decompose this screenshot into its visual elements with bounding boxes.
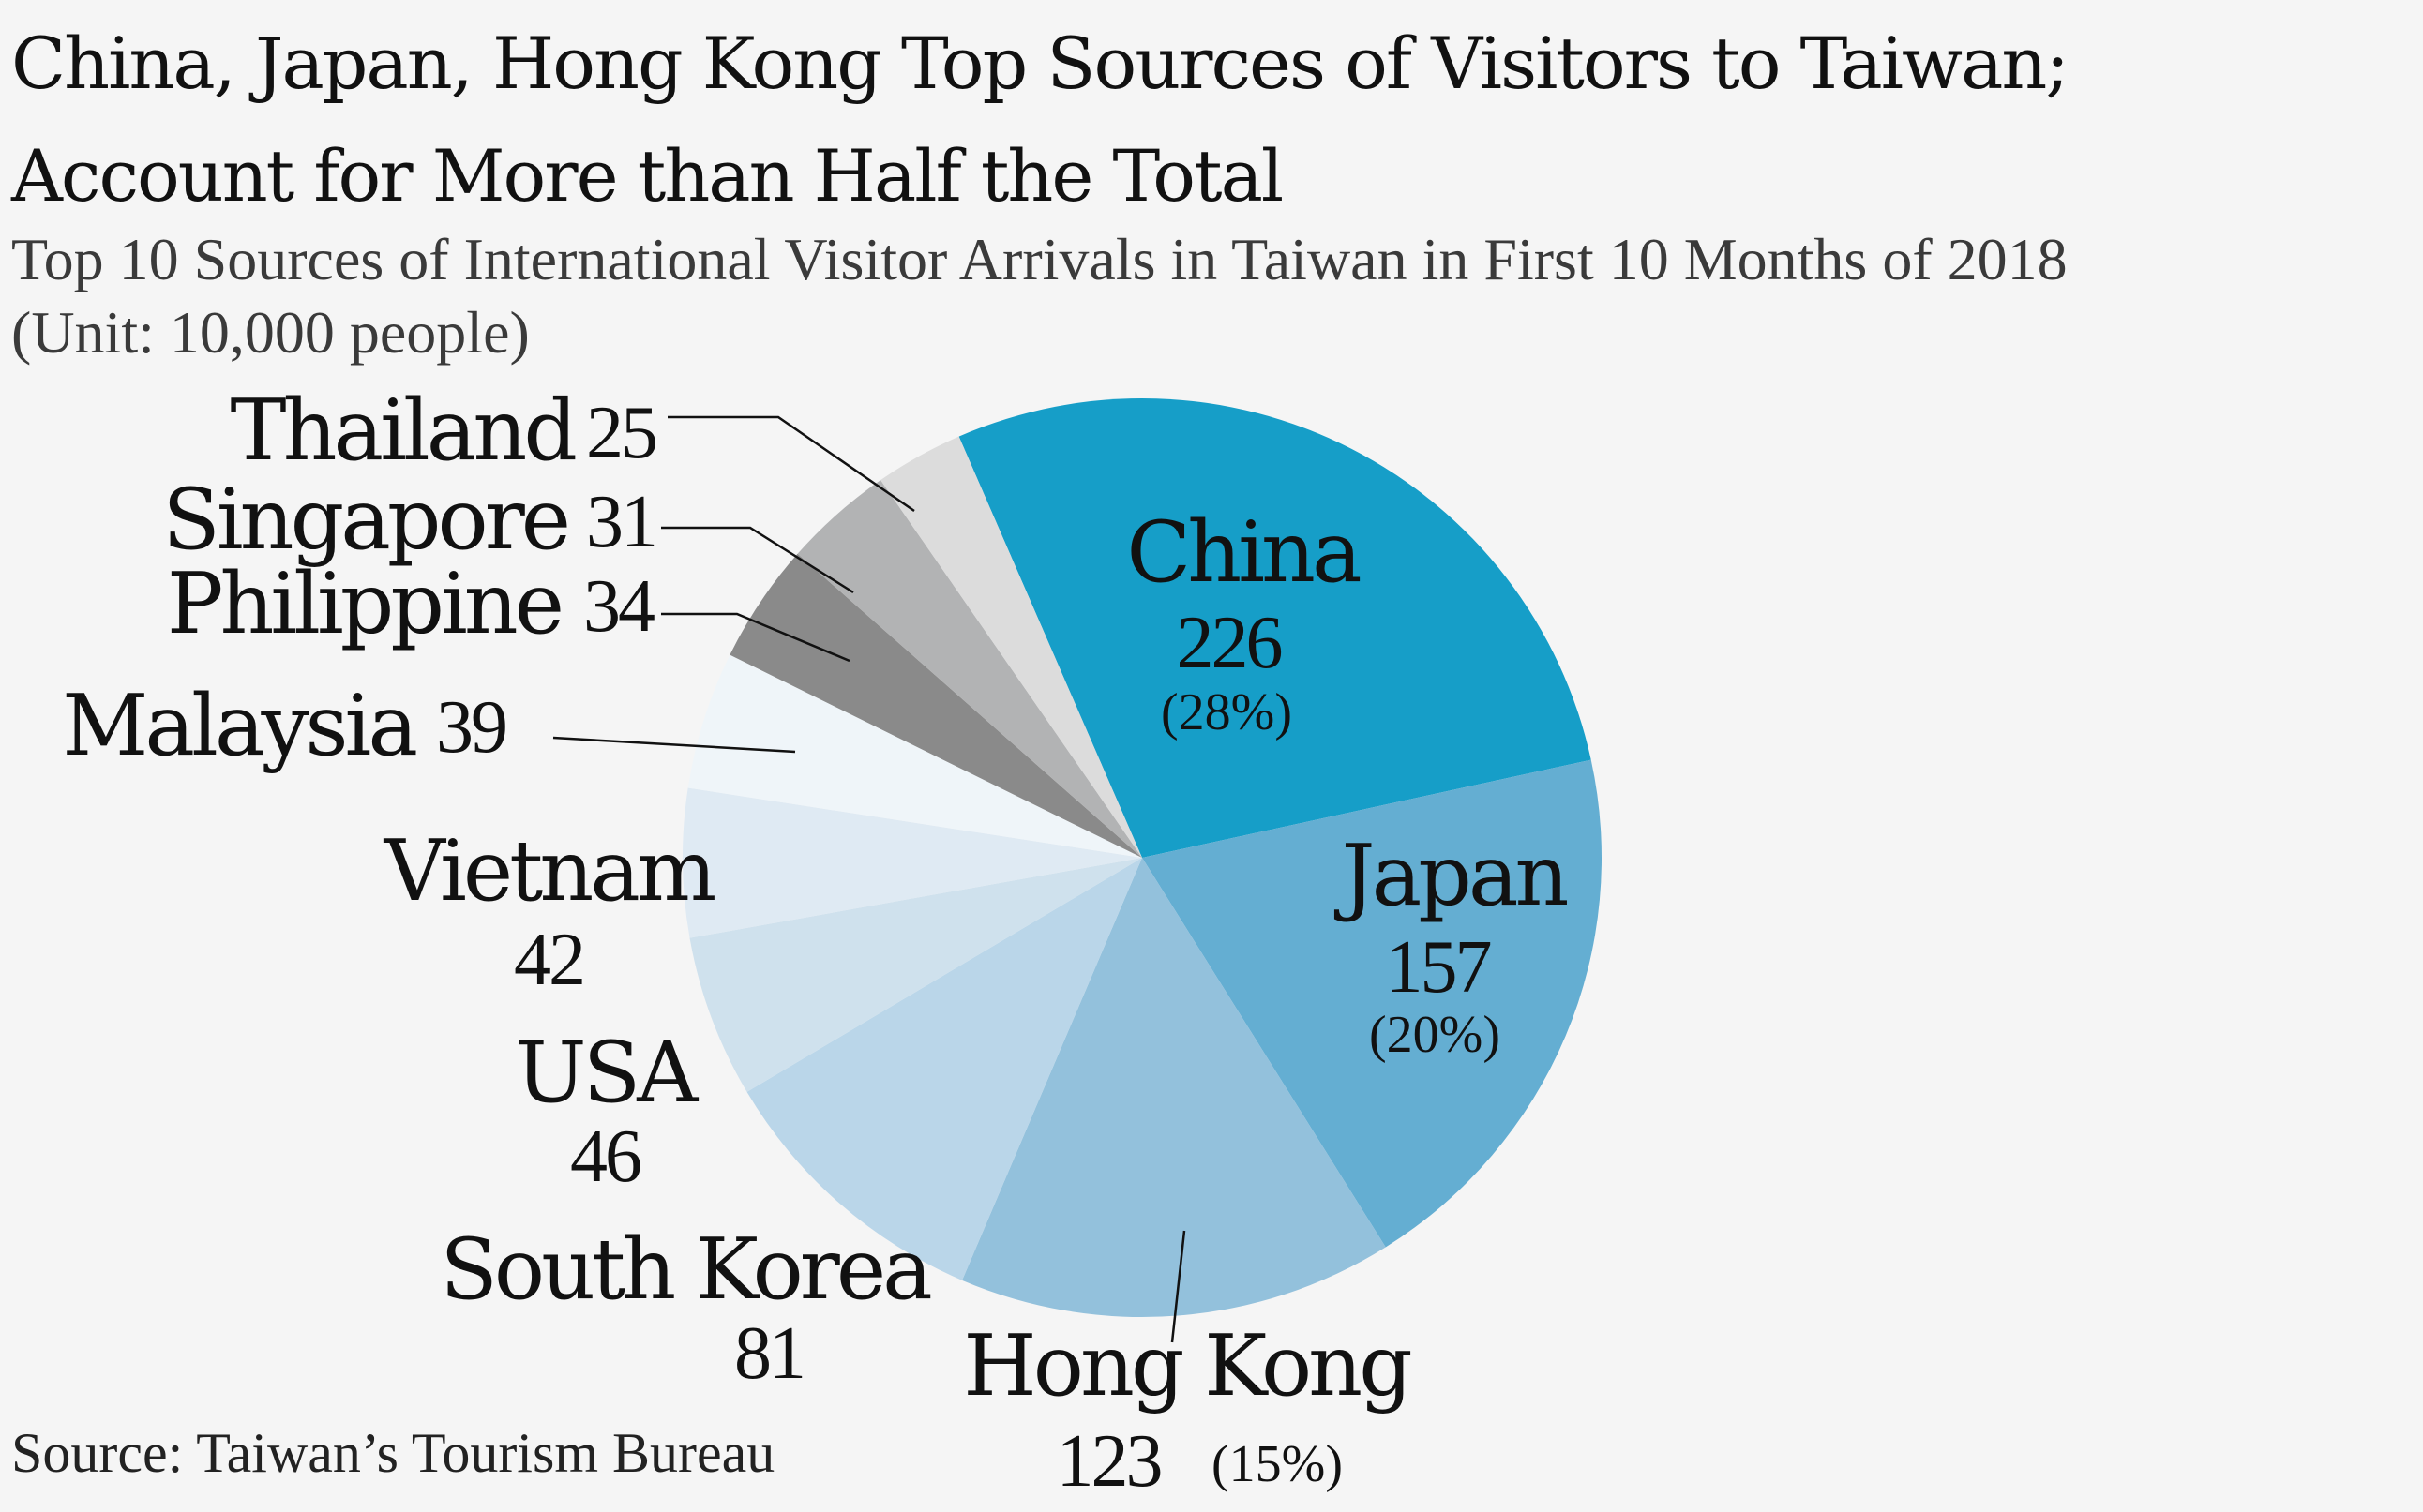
- slice-value-thailand: 25: [586, 392, 655, 474]
- slice-usa: [689, 858, 1142, 1092]
- slice-label-singapore: Singapore: [162, 471, 567, 569]
- leader-lines: [552, 415, 1186, 1343]
- unit-note: (Unit: 10,000 people): [11, 299, 530, 366]
- slice-label-china: China: [1126, 503, 1361, 602]
- leader-line-philippine: [661, 612, 850, 663]
- slice-pct-china: (28%): [1161, 683, 1292, 741]
- slice-label-philippine: Philippine: [167, 555, 561, 653]
- chart-title-line-2: Account for More than Half the Total: [11, 134, 1284, 217]
- chart-subtitle: Top 10 Sources of International Visitor …: [11, 223, 2412, 369]
- pie-slices: [682, 397, 1602, 1317]
- slice-value-philippine: 34: [583, 565, 655, 648]
- slice-south-korea: [746, 858, 1142, 1280]
- slice-philippine: [730, 553, 1142, 858]
- slice-pct-hong-kong: (15%): [1212, 1435, 1343, 1493]
- slice-value-hong-kong: 123: [1057, 1420, 1161, 1503]
- leader-line-malaysia: [552, 736, 796, 754]
- leader-line-hong-kong: [1170, 1230, 1186, 1343]
- slice-label-thailand: Thailand: [231, 382, 576, 480]
- slice-value-south-korea: 81: [734, 1312, 804, 1395]
- slice-label-usa: USA: [516, 1024, 700, 1122]
- slice-label-south-korea: South Korea: [440, 1220, 931, 1319]
- slice-label-vietnam: Vietnam: [384, 822, 715, 921]
- slice-hong-kong: [962, 858, 1386, 1317]
- slice-value-china: 226: [1177, 602, 1282, 684]
- slice-singapore: [797, 480, 1142, 858]
- leader-line-singapore: [661, 526, 854, 594]
- slice-value-vietnam: 42: [514, 919, 583, 1001]
- slice-value-malaysia: 39: [436, 686, 505, 769]
- chart-title: China, Japan, Hong Kong Top Sources of V…: [11, 7, 2412, 232]
- chart-subtitle-line-1: Top 10 Sources of International Visitor …: [11, 226, 2068, 292]
- slice-value-japan: 157: [1386, 926, 1491, 1009]
- slice-china: [958, 397, 1591, 858]
- slice-vietnam: [682, 787, 1142, 938]
- slice-japan: [1142, 759, 1602, 1248]
- slice-malaysia: [687, 654, 1142, 858]
- chart-title-line-1: China, Japan, Hong Kong Top Sources of V…: [11, 22, 2069, 105]
- slice-label-hong-kong: Hong Kong: [963, 1317, 1410, 1415]
- slice-value-singapore: 31: [586, 481, 655, 563]
- slice-thailand: [880, 436, 1142, 858]
- slice-label-japan: Japan: [1334, 827, 1568, 925]
- slice-value-usa: 46: [570, 1115, 640, 1198]
- slice-label-malaysia: Malaysia: [62, 677, 416, 775]
- source-note: Source: Taiwan’s Tourism Bureau: [11, 1422, 775, 1484]
- leader-line-thailand: [668, 415, 915, 513]
- slice-pct-japan: (20%): [1369, 1006, 1500, 1064]
